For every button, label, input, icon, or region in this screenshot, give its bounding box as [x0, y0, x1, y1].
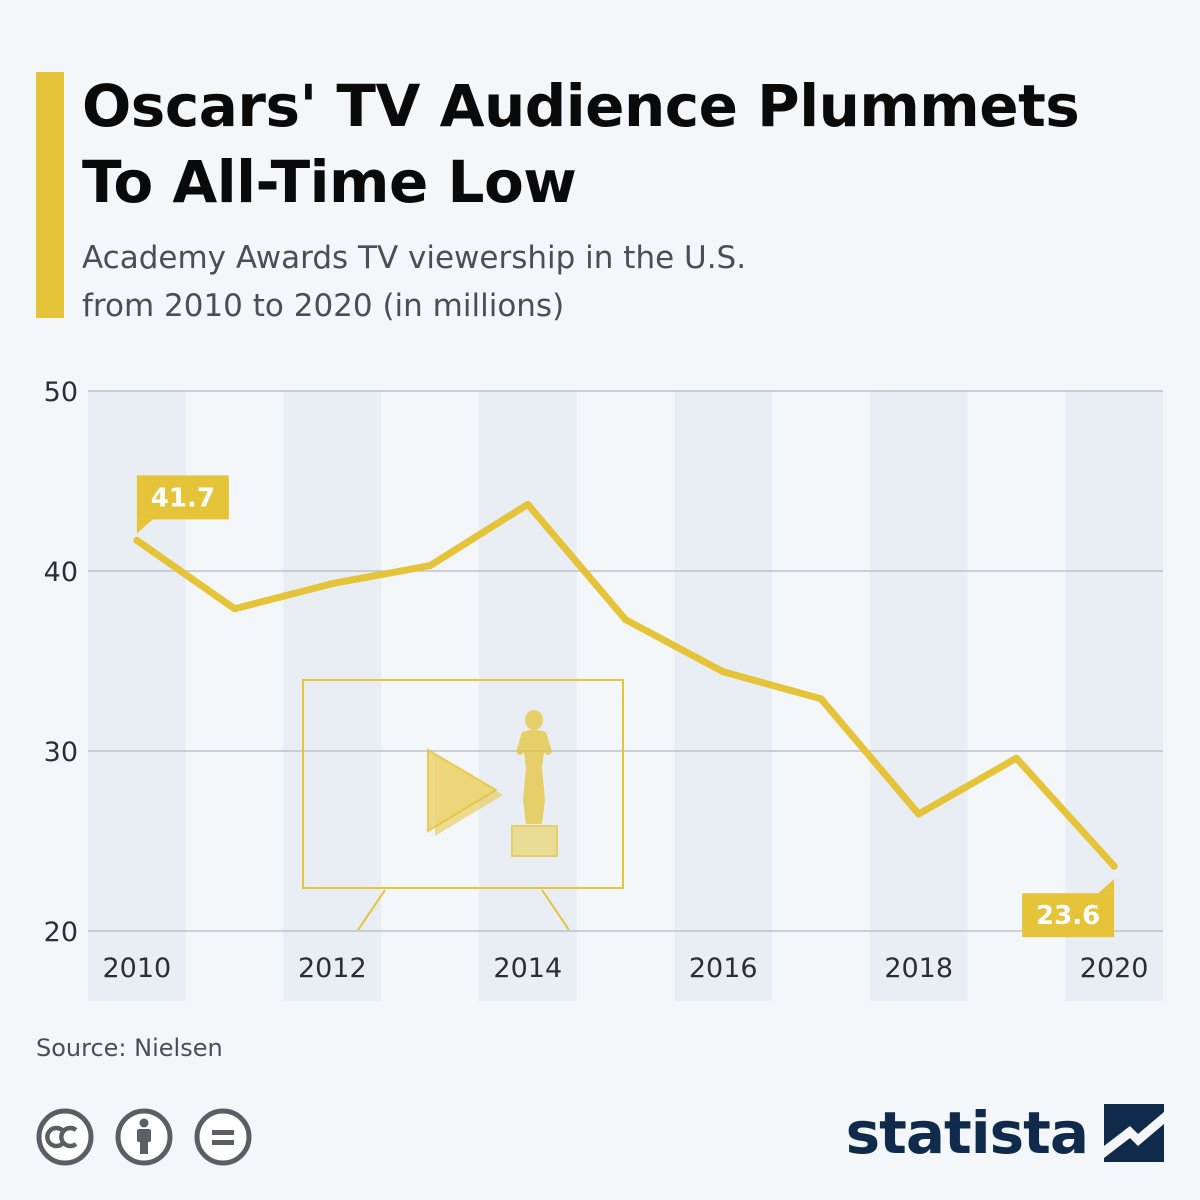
- data-point: [719, 668, 727, 676]
- no-derivatives-icon[interactable]: [194, 1108, 252, 1166]
- chart-bands: [88, 391, 1163, 1001]
- x-tick-label: 2020: [1080, 953, 1149, 984]
- line-chart: 20 30 40 50 2010 2012 2014 2016 2018 2020 41.7 23…: [44, 377, 1163, 1001]
- callout-box: [136, 475, 229, 520]
- chart-band: [283, 391, 382, 1001]
- play-icon: [427, 748, 503, 836]
- title-line-1: Oscars' TV Audience Plummets: [82, 72, 1080, 140]
- x-tick-label: 2018: [884, 953, 953, 984]
- callout-label: 41.7: [151, 483, 215, 513]
- source-note: Source: Nielsen: [36, 1034, 223, 1062]
- y-tick-label: 20: [44, 917, 78, 948]
- data-point: [915, 810, 923, 818]
- data-point: [524, 500, 532, 508]
- series-points: [133, 500, 1118, 870]
- subtitle-line-2: from 2010 to 2020 (in millions): [82, 288, 565, 324]
- y-axis-labels: 20 30 40 50: [44, 377, 78, 948]
- x-tick-label: 2012: [298, 953, 367, 984]
- x-tick-label: 2016: [689, 953, 758, 984]
- callout-tail: [136, 519, 153, 534]
- x-tick-label: 2010: [103, 953, 172, 984]
- statista-logo-icon: [1104, 1104, 1164, 1162]
- attribution-icon[interactable]: [115, 1108, 173, 1166]
- data-point: [1012, 754, 1020, 762]
- brand-logo[interactable]: statista: [846, 1098, 1164, 1168]
- chart-gridlines: [88, 390, 1163, 932]
- y-tick-label: 40: [44, 557, 78, 588]
- data-point: [1110, 862, 1118, 870]
- oscar-statue-icon: [511, 710, 558, 857]
- data-point: [328, 580, 336, 588]
- value-callout: 23.6: [1022, 879, 1115, 938]
- value-callouts: 41.7 23.6: [136, 475, 1115, 938]
- callout-label: 23.6: [1036, 901, 1100, 931]
- x-tick-label: 2014: [493, 953, 562, 984]
- y-tick-label: 50: [44, 377, 78, 408]
- callout-tail: [1098, 879, 1115, 894]
- cc-icon[interactable]: [36, 1108, 94, 1166]
- chart-band: [674, 391, 773, 1001]
- page-title: Oscars' TV Audience Plummets To All-Time…: [82, 68, 1182, 220]
- callout-box: [1022, 893, 1115, 938]
- tv-screen-icon: [302, 679, 624, 931]
- data-point: [231, 605, 239, 613]
- data-point: [133, 536, 141, 544]
- data-point: [426, 562, 434, 570]
- value-callout: 41.7: [136, 475, 229, 534]
- chart-band: [869, 391, 968, 1001]
- y-tick-label: 30: [44, 737, 78, 768]
- page-subtitle: Academy Awards TV viewership in the U.S.…: [82, 234, 1082, 330]
- x-axis-labels: 2010 2012 2014 2016 2018 2020: [103, 953, 1149, 984]
- subtitle-line-1: Academy Awards TV viewership in the U.S.: [82, 240, 747, 276]
- brand-name: statista: [845, 1099, 1089, 1167]
- data-point: [817, 695, 825, 703]
- chart-band: [478, 391, 577, 1001]
- data-point: [622, 616, 629, 624]
- title-line-2: To All-Time Low: [82, 148, 577, 216]
- title-accent-bar: [36, 72, 64, 318]
- license-icons: [36, 1108, 268, 1166]
